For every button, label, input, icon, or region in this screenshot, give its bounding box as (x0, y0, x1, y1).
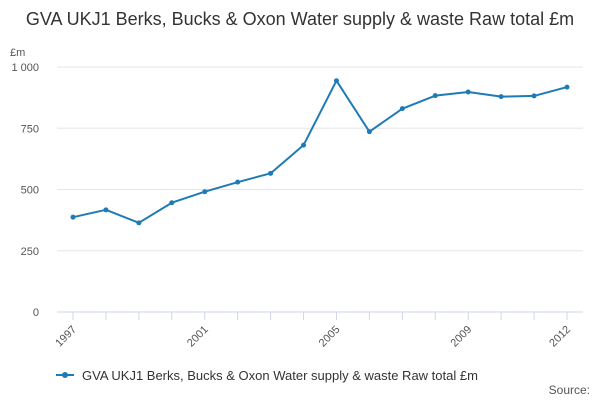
x-tick-label: 2001 (185, 324, 211, 350)
y-axis-ticks: 0 250 500 750 1 000 (11, 62, 39, 319)
source-label: Source: (548, 383, 590, 397)
data-point (70, 214, 76, 220)
series-line (72, 79, 568, 224)
y-tick-label: 500 (21, 185, 39, 197)
data-point (169, 200, 175, 206)
data-point (399, 106, 405, 112)
data-point (235, 179, 241, 185)
y-tick-label: 1 000 (11, 62, 39, 74)
data-point (268, 170, 274, 176)
legend-swatch-icon (56, 370, 74, 380)
y-tick-label: 250 (21, 246, 39, 258)
data-point (103, 207, 109, 213)
data-point (366, 129, 372, 135)
chart-title: GVA UKJ1 Berks, Bucks & Oxon Water suppl… (25, 9, 575, 29)
y-tick-label: 750 (21, 123, 39, 135)
data-point (564, 84, 570, 90)
data-point (465, 89, 471, 95)
x-tick-label: 2005 (317, 324, 343, 350)
data-point (432, 93, 438, 99)
x-tick-label: 1997 (53, 324, 79, 350)
data-point (498, 94, 504, 100)
data-point (531, 93, 537, 99)
legend-label: GVA UKJ1 Berks, Bucks & Oxon Water suppl… (82, 367, 478, 383)
data-point (202, 189, 208, 195)
data-point (333, 78, 339, 84)
data-point (136, 220, 142, 226)
x-tick-label: 2009 (449, 324, 475, 350)
gridlines (57, 66, 583, 313)
x-axis: 1997 2001 2005 2009 2012 (53, 311, 583, 350)
data-point (301, 142, 307, 148)
data-series (70, 78, 570, 226)
x-tick-label: 2012 (547, 324, 573, 350)
y-axis-unit-label: £m (10, 47, 25, 59)
legend-item[interactable]: GVA UKJ1 Berks, Bucks & Oxon Water suppl… (56, 366, 478, 384)
y-tick-label: 0 (33, 307, 39, 319)
